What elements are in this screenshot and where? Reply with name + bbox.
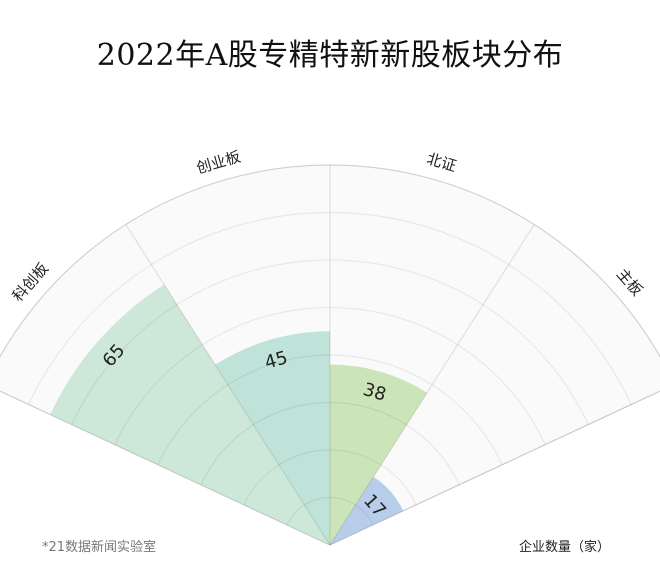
grid-ring	[286, 496, 374, 526]
category-label-1: 创业板	[194, 147, 242, 177]
grid-ring	[157, 354, 503, 465]
grid-spoke	[0, 390, 331, 546]
grid-ring	[114, 306, 546, 445]
source-note: *21数据新闻实验室	[42, 540, 157, 555]
overlay-layer	[0, 164, 660, 546]
grid-ring	[28, 211, 632, 405]
grid-ring	[0, 164, 660, 358]
category-label-3: 主板	[613, 265, 646, 299]
category-label-2: 北证	[425, 150, 459, 176]
bar-0	[50, 284, 331, 545]
grid-spoke	[125, 224, 331, 546]
bar-2	[330, 364, 427, 545]
grid-ring	[71, 259, 589, 425]
grid-ring	[200, 401, 460, 486]
grid-spoke	[329, 224, 535, 546]
grid-spoke	[329, 390, 660, 546]
bar-3	[330, 476, 404, 545]
bar-layer	[50, 284, 427, 545]
unit-label: 企业数量（家）	[518, 540, 610, 555]
bar-1	[215, 331, 330, 545]
chart-title: 2022年A股专精特新新股板块分布	[96, 38, 564, 73]
grid-ring	[243, 449, 417, 506]
